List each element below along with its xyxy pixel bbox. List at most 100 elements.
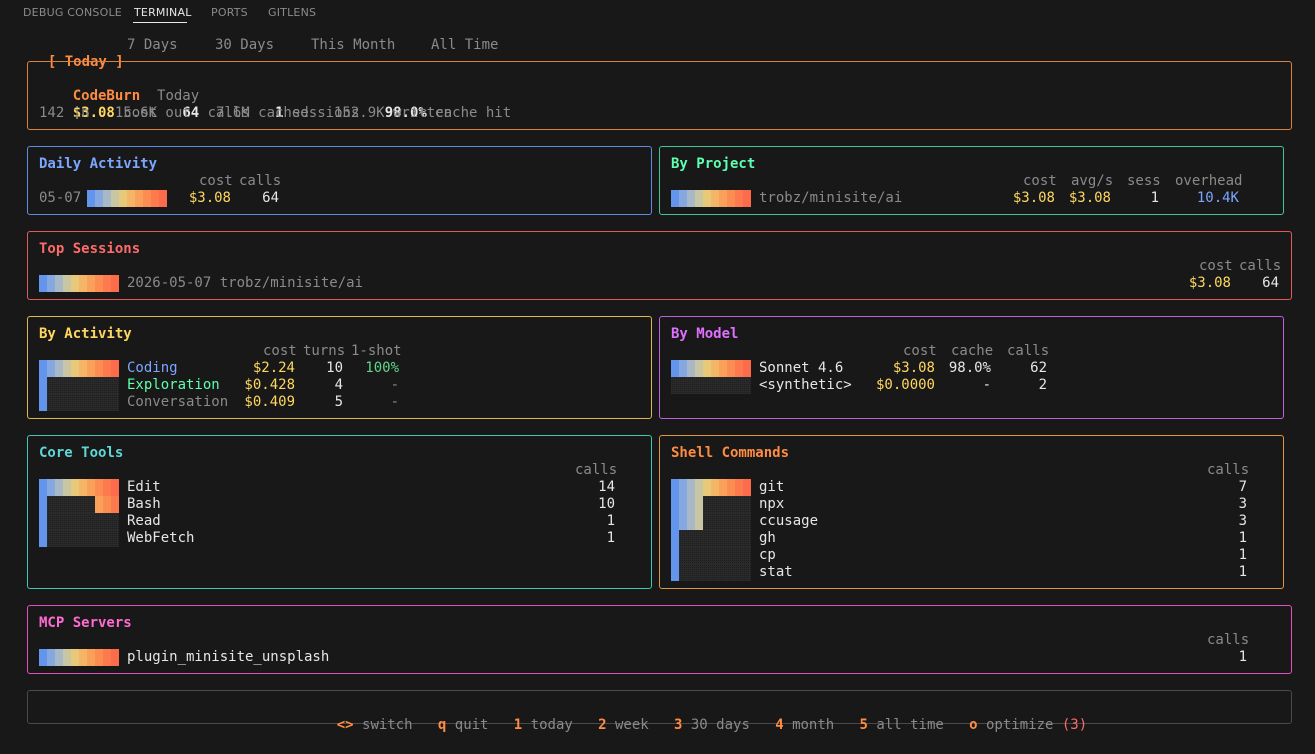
bar-cell: [735, 479, 743, 496]
period-this-month[interactable]: This Month: [311, 37, 396, 53]
bar-cell: [95, 275, 103, 292]
period-all-time[interactable]: All Time: [431, 37, 499, 53]
key-week[interactable]: 2: [598, 717, 607, 733]
model-bar-synthetic: [671, 377, 751, 394]
by-activity-title: By Activity: [39, 326, 132, 342]
tab-terminal[interactable]: TERMINAL: [134, 6, 192, 19]
bar-cell: [55, 479, 63, 496]
key-today-label: today: [530, 717, 573, 733]
tool-name: Bash: [127, 496, 161, 512]
tab-ports[interactable]: PORTS: [211, 6, 248, 19]
period-selector: [ Today ]: [31, 37, 124, 71]
key-switch[interactable]: <>: [336, 717, 354, 733]
tool-calls: 14: [598, 479, 615, 495]
bar-cell: [703, 479, 711, 496]
bar-cell: [687, 190, 695, 207]
shell-bar-stat: [671, 564, 751, 581]
key-today[interactable]: 1: [513, 717, 523, 733]
key-week-label: week: [614, 717, 649, 733]
tools-col-calls: calls: [575, 462, 618, 478]
tab-debug-console[interactable]: DEBUG CONSOLE: [23, 6, 122, 19]
summary-period: Today: [157, 88, 200, 104]
core-tools-title: Core Tools: [39, 445, 124, 461]
bar-cell: [47, 649, 55, 666]
key-optimize[interactable]: o: [969, 717, 978, 733]
tool-name: WebFetch: [127, 530, 195, 546]
model-cache: 98.0%: [948, 360, 991, 376]
summary-panel: CodeBurn Today $3.08 cost 64 calls 1 ses…: [27, 61, 1292, 130]
bar-cell: [47, 360, 55, 377]
bar-cell: [95, 649, 103, 666]
bar-cell: [727, 479, 735, 496]
terminal-scrollbar[interactable]: [1300, 36, 1315, 754]
app-name: CodeBurn: [72, 88, 141, 104]
period-7-days[interactable]: 7 Days: [127, 37, 178, 53]
bar-cell: [103, 649, 111, 666]
shell-calls: 1: [1238, 564, 1247, 580]
key-month[interactable]: 4: [775, 717, 784, 733]
bar-cell: [47, 275, 55, 292]
shell-bar-ccusage: [671, 513, 751, 530]
activity-bar-exploration: [39, 377, 119, 394]
model-name: <synthetic>: [759, 377, 852, 393]
calls-label: calls: [207, 105, 250, 121]
shell-name: cp: [759, 547, 776, 563]
project-sess: 1: [1150, 190, 1159, 206]
bar-cell: [727, 190, 735, 207]
mcp-bar: [39, 649, 119, 666]
activity-oneshot: 100%: [365, 360, 399, 376]
key-30-days[interactable]: 3: [674, 717, 683, 733]
bar-cell: [55, 360, 63, 377]
activity-turns: 10: [326, 360, 343, 376]
bar-cell: [39, 479, 47, 496]
bar-cell: [63, 479, 71, 496]
key-quit[interactable]: q: [437, 717, 447, 733]
tool-bar-bash: [39, 496, 119, 513]
bar-cell: [135, 190, 143, 207]
bar-cell: [743, 190, 751, 207]
model-cache: -: [982, 377, 991, 393]
tool-calls: 1: [606, 513, 615, 529]
bar-cell: [79, 479, 87, 496]
period-today[interactable]: [ Today ]: [47, 54, 124, 70]
bar-cell: [71, 479, 79, 496]
shell-name: gh: [759, 530, 776, 546]
bar-cell: [63, 360, 71, 377]
activity-name: Exploration: [127, 377, 220, 393]
model-col-cache: cache: [951, 343, 994, 359]
mcp-servers-panel: MCP Servers calls plugin_minisite_unspla…: [27, 605, 1292, 674]
bar-cell: [679, 190, 687, 207]
project-col-sess: sess: [1127, 173, 1161, 189]
activity-bar-coding: [39, 360, 119, 377]
activity-name: Conversation: [127, 394, 229, 410]
period-30-days[interactable]: 30 Days: [215, 37, 275, 53]
bar-cell: [719, 360, 727, 377]
model-col-calls: calls: [1007, 343, 1050, 359]
bar-cell: [671, 190, 679, 207]
key-switch-label: switch: [362, 717, 413, 733]
bar-cell: [71, 649, 79, 666]
session-calls: 64: [1262, 275, 1279, 291]
tab-gitlens[interactable]: GITLENS: [268, 6, 317, 19]
project-cost: $3.08: [1012, 190, 1055, 206]
tool-bar-edit: [39, 479, 119, 496]
shell-calls: 3: [1238, 496, 1247, 512]
total-calls: 64: [182, 105, 200, 121]
project-cost-bar: [671, 190, 751, 207]
sessions-col-calls: calls: [1239, 258, 1282, 274]
shell-calls: 7: [1238, 479, 1247, 495]
activity-col-oneshot: 1-shot: [351, 343, 402, 359]
bar-cell: [55, 649, 63, 666]
session-name: 2026-05-07 trobz/minisite/ai: [127, 275, 364, 291]
bar-cell: [687, 360, 695, 377]
shell-commands-panel: Shell Commands calls git 7 npx 3 ccusage…: [659, 435, 1284, 589]
key-optimize-label: optimize: [986, 717, 1054, 733]
daily-col-calls: calls: [239, 173, 282, 189]
active-tab-indicator: [133, 22, 187, 23]
key-quit-label: quit: [454, 717, 489, 733]
project-col-avg: avg/s: [1071, 173, 1114, 189]
key-all-time[interactable]: 5: [859, 717, 868, 733]
tool-bar-webfetch: [39, 530, 119, 547]
tool-calls: 10: [598, 496, 615, 512]
bar-cell: [151, 190, 159, 207]
